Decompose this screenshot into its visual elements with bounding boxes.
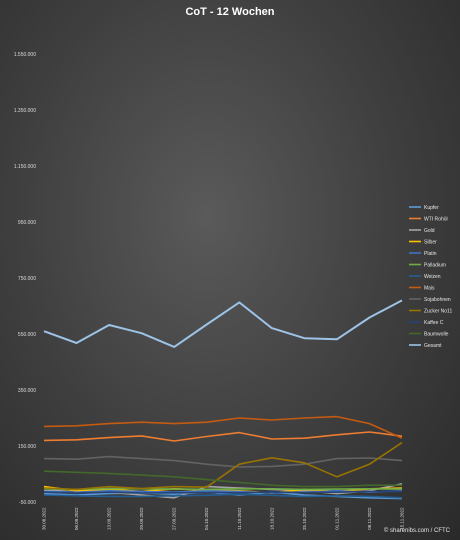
x-tick-label: 25.10.2022 bbox=[302, 507, 307, 530]
legend-label: Gesamt bbox=[424, 343, 442, 349]
x-tick-label: 18.10.2022 bbox=[269, 507, 274, 530]
x-tick-label: 11.10.2022 bbox=[237, 507, 242, 530]
series-line-zucker-no11 bbox=[43, 441, 403, 491]
legend-label: Kaffee C bbox=[424, 320, 444, 326]
chart-title: CoT - 12 Wochen bbox=[185, 6, 274, 18]
y-tick-label: 350.000 bbox=[18, 388, 36, 394]
y-tick-label: 1.350.000 bbox=[14, 108, 36, 114]
series-lines bbox=[43, 299, 403, 500]
series-line-kaffee-c bbox=[43, 490, 403, 494]
legend-label: Kupfer bbox=[424, 205, 439, 211]
legend-label: Zucker No11 bbox=[424, 308, 452, 314]
legend-label: Mais bbox=[424, 285, 435, 291]
legend-label: Sojabohnen bbox=[424, 297, 451, 303]
legend-label: Gold bbox=[424, 228, 435, 234]
legend-label: Platin bbox=[424, 251, 437, 257]
legend: Kupfer WTI Rohöl Gold Silber Platin Palladium… bbox=[409, 205, 452, 349]
credit-text: © sharenibs.com / CFTC bbox=[384, 527, 451, 534]
series-line-weizen bbox=[43, 493, 403, 499]
y-axis-ticks: -50.000 150.000 350.000 550.000 750.000 950.0… bbox=[14, 52, 36, 506]
y-tick-label: 1.150.000 bbox=[14, 164, 36, 170]
x-tick-label: 30.08.2022 bbox=[42, 507, 47, 530]
series-line-sojabohnen bbox=[43, 455, 403, 468]
legend-label: Baumwolle bbox=[424, 331, 449, 337]
x-axis-ticks: 30.08.2022 06.09.2022 13.09.2022 20.09.2022… bbox=[42, 507, 405, 530]
y-tick-label: 750.000 bbox=[18, 276, 36, 282]
x-tick-label: 13.09.2022 bbox=[107, 507, 112, 530]
series-line-platin bbox=[43, 489, 403, 494]
x-tick-label: 27.09.2022 bbox=[172, 507, 177, 530]
x-tick-label: 01.11.2022 bbox=[334, 507, 339, 530]
legend-label: Palladium bbox=[424, 262, 446, 268]
legend-label: Weizen bbox=[424, 274, 441, 280]
x-tick-label: 04.10.2022 bbox=[204, 507, 209, 530]
series-line-baumwolle bbox=[43, 470, 402, 488]
y-tick-label: 1.550.000 bbox=[14, 52, 36, 58]
y-tick-label: 950.000 bbox=[18, 220, 36, 226]
legend-label: Silber bbox=[424, 239, 437, 245]
series-line-gesamt bbox=[43, 299, 403, 348]
legend-label: WTI Rohöl bbox=[424, 216, 448, 222]
y-tick-label: 550.000 bbox=[18, 332, 36, 338]
x-tick-label: 15.11.2022 bbox=[400, 507, 405, 530]
y-tick-label: 150.000 bbox=[18, 444, 36, 450]
series-line-wti-roh-l bbox=[43, 431, 403, 442]
x-tick-label: 06.09.2022 bbox=[74, 507, 79, 530]
y-tick-label: -50.000 bbox=[19, 500, 36, 506]
x-tick-label: 20.09.2022 bbox=[139, 507, 144, 530]
series-line-palladium bbox=[43, 487, 403, 491]
x-tick-label: 08.11.2022 bbox=[367, 507, 372, 530]
series-line-mais bbox=[43, 415, 403, 439]
